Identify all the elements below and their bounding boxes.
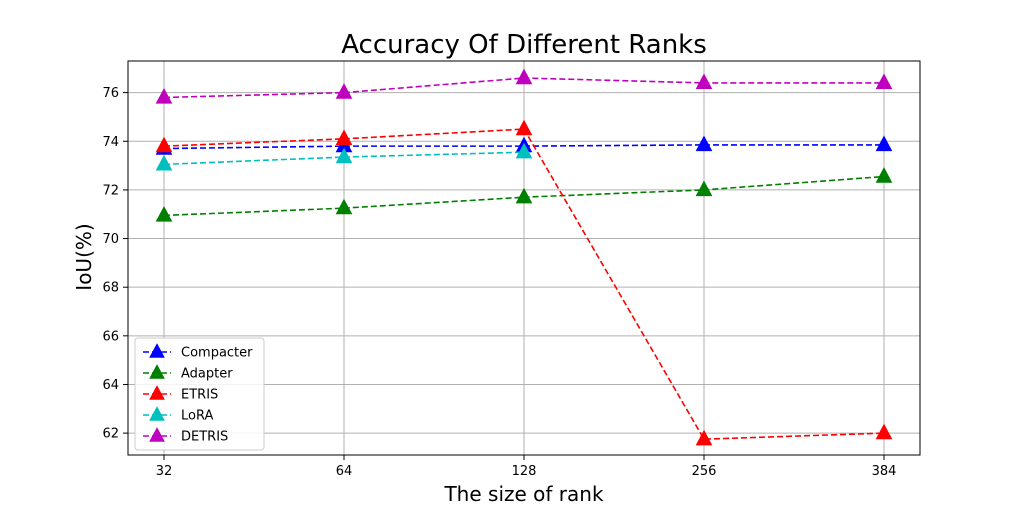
data-point-detris (875, 73, 893, 90)
y-tick-label: 64 (102, 378, 119, 393)
legend-marker (149, 406, 165, 421)
data-point-etris (515, 119, 533, 136)
series-etris (155, 119, 893, 446)
legend-label: LoRA (181, 409, 213, 424)
series-lora (155, 142, 533, 171)
data-point-lora (335, 147, 353, 164)
legend-marker (149, 385, 165, 400)
axis-ticks: 32 64 128 256 384 62 64 66 68 70 72 74 76 (102, 86, 896, 479)
legend-item-compacter: Compacter (143, 343, 253, 361)
data-point-detris (155, 88, 173, 104)
x-tick-label: 256 (692, 464, 717, 479)
y-tick-label: 66 (102, 329, 119, 344)
data-point-etris (335, 129, 353, 145)
legend-marker (149, 343, 165, 358)
legend-box (134, 337, 265, 451)
x-axis-label: The size of rank (443, 482, 603, 506)
y-tick-label: 62 (102, 427, 119, 442)
data-point-adapter (875, 167, 893, 183)
data-point-compacter (875, 135, 893, 152)
chart-title: Accuracy Of Different Ranks (341, 30, 707, 60)
y-tick-label: 68 (102, 281, 119, 296)
data-point-detris (515, 68, 533, 85)
legend-item-etris: ETRIS (143, 385, 218, 403)
data-point-etris (155, 136, 173, 153)
legend-label: Compacter (181, 346, 253, 361)
data-point-detris (335, 83, 353, 99)
legend-label: Adapter (181, 367, 233, 382)
data-point-lora (515, 142, 533, 159)
x-tick-label: 64 (336, 464, 353, 479)
legend-label: ETRIS (181, 388, 218, 403)
x-tick-label: 128 (512, 464, 537, 479)
legend-item-detris: DETRIS (143, 427, 228, 445)
data-point-lora (155, 154, 173, 171)
series-adapter (155, 167, 893, 222)
y-tick-label: 70 (102, 232, 119, 247)
data-point-adapter (155, 206, 173, 222)
legend-marker (149, 427, 165, 442)
data-point-compacter (695, 135, 713, 152)
legend: Compacter Adapter ETRIS LoRA DETRIS (134, 337, 265, 451)
data-point-detris (695, 73, 713, 90)
data-point-adapter (335, 198, 353, 215)
y-axis-label: IoU(%) (72, 223, 96, 290)
data-point-adapter (695, 180, 713, 197)
y-tick-label: 72 (102, 183, 119, 198)
data-point-etris (695, 429, 713, 446)
legend-label: DETRIS (181, 430, 228, 445)
data-point-adapter (515, 187, 533, 204)
data-point-etris (875, 423, 893, 440)
x-tick-label: 32 (156, 464, 173, 479)
series-detris (155, 68, 893, 104)
y-tick-label: 74 (102, 135, 119, 150)
legend-item-lora: LoRA (143, 406, 213, 424)
legend-marker (149, 364, 165, 379)
legend-item-adapter: Adapter (143, 364, 233, 382)
series-group (155, 68, 893, 446)
x-tick-label: 384 (872, 464, 897, 479)
y-tick-label: 76 (102, 86, 119, 101)
